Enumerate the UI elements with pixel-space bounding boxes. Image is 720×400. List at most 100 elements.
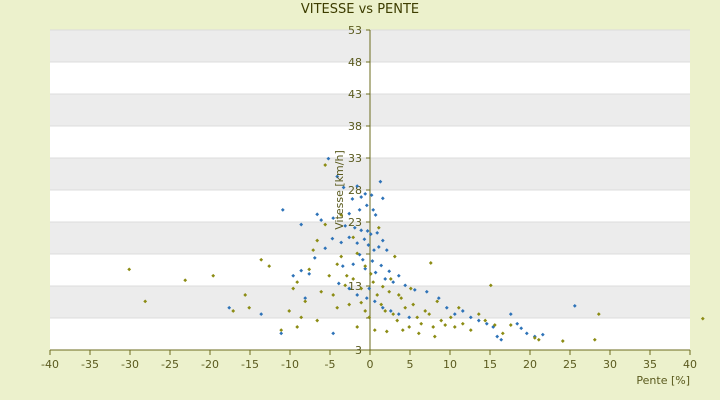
data-point — [427, 312, 432, 317]
data-point — [400, 328, 405, 333]
data-point — [373, 213, 378, 217]
data-point — [373, 270, 378, 275]
data-point — [380, 196, 385, 201]
data-point — [363, 264, 368, 269]
x-tick-label: 35 — [643, 358, 657, 371]
data-point — [331, 216, 336, 221]
data-point — [536, 337, 541, 342]
data-point — [435, 299, 440, 304]
data-point — [303, 299, 308, 304]
data-point — [416, 331, 421, 336]
data-point — [368, 271, 373, 276]
data-point — [351, 235, 356, 240]
data-point — [443, 323, 448, 327]
data-point — [411, 302, 416, 307]
data-point — [499, 337, 504, 342]
data-point — [351, 262, 356, 267]
data-point — [363, 266, 368, 271]
data-point — [407, 325, 412, 329]
x-tick-label: -40 — [41, 358, 59, 371]
data-point — [380, 305, 385, 310]
x-tick-label: -15 — [241, 358, 259, 371]
data-point — [508, 323, 513, 327]
data-point — [344, 273, 349, 278]
data-point — [351, 277, 356, 281]
data-point — [500, 331, 505, 336]
x-tick-label: -30 — [121, 358, 139, 371]
y-tick-label: 33 — [348, 152, 362, 165]
data-point — [540, 332, 545, 337]
data-point — [407, 315, 412, 320]
data-point — [532, 335, 537, 340]
data-point — [299, 268, 304, 273]
data-point — [439, 318, 444, 323]
data-point — [508, 312, 513, 317]
data-point — [339, 254, 344, 259]
data-point — [384, 329, 389, 334]
data-point — [231, 309, 236, 313]
data-point — [127, 267, 132, 272]
x-tick-label: -10 — [281, 358, 299, 371]
data-point — [436, 296, 441, 301]
data-point — [365, 229, 370, 233]
x-axis-title: Pente [%] — [636, 374, 690, 387]
data-point — [355, 241, 360, 246]
data-point — [388, 309, 393, 313]
data-point — [352, 225, 357, 230]
y-axis: 3 13 23 28 33 38 43 48 53 — [348, 24, 371, 357]
data-point — [456, 305, 461, 310]
data-point — [307, 267, 312, 272]
data-point — [359, 195, 364, 199]
data-point — [423, 309, 428, 313]
data-point — [359, 228, 364, 233]
data-point — [247, 305, 252, 310]
x-tick-label: -35 — [81, 358, 99, 371]
data-point — [379, 263, 384, 268]
data-point — [307, 271, 312, 276]
data-point — [431, 325, 436, 329]
data-point — [596, 312, 601, 317]
data-point — [295, 325, 300, 329]
data-point — [376, 225, 381, 230]
data-point — [359, 300, 364, 305]
data-point — [183, 278, 188, 283]
data-point — [379, 302, 384, 307]
data-point — [468, 315, 473, 320]
chart-title: VITESSE vs PENTE — [300, 2, 420, 17]
data-point — [211, 273, 216, 278]
data-point — [484, 321, 489, 326]
data-point — [492, 323, 497, 327]
data-point — [355, 293, 360, 297]
data-points — [127, 156, 705, 343]
data-point — [347, 211, 352, 216]
data-point — [375, 230, 380, 235]
data-point — [391, 312, 396, 317]
data-point — [519, 326, 524, 331]
data-point — [291, 286, 296, 291]
data-point — [331, 331, 336, 336]
y-tick-label: 23 — [348, 216, 362, 229]
data-point — [331, 293, 336, 297]
data-point — [460, 321, 465, 326]
data-point — [143, 299, 148, 304]
y-tick-label: 53 — [348, 24, 362, 37]
data-point — [330, 236, 335, 241]
data-point — [369, 193, 374, 198]
x-tick-label: 20 — [523, 358, 537, 371]
data-point — [572, 303, 577, 308]
data-point — [396, 273, 401, 278]
data-point — [560, 339, 565, 343]
data-point — [315, 212, 320, 217]
data-point — [384, 248, 389, 253]
data-point — [363, 191, 368, 196]
data-point — [347, 302, 352, 307]
data-point — [339, 240, 344, 245]
y-axis-title: Vitesse [km/h] — [333, 150, 346, 230]
data-point — [448, 315, 453, 320]
data-point — [360, 257, 365, 262]
data-point — [267, 264, 272, 269]
y-tick-label: 38 — [348, 120, 362, 133]
data-point — [371, 280, 376, 285]
data-point — [387, 269, 392, 274]
